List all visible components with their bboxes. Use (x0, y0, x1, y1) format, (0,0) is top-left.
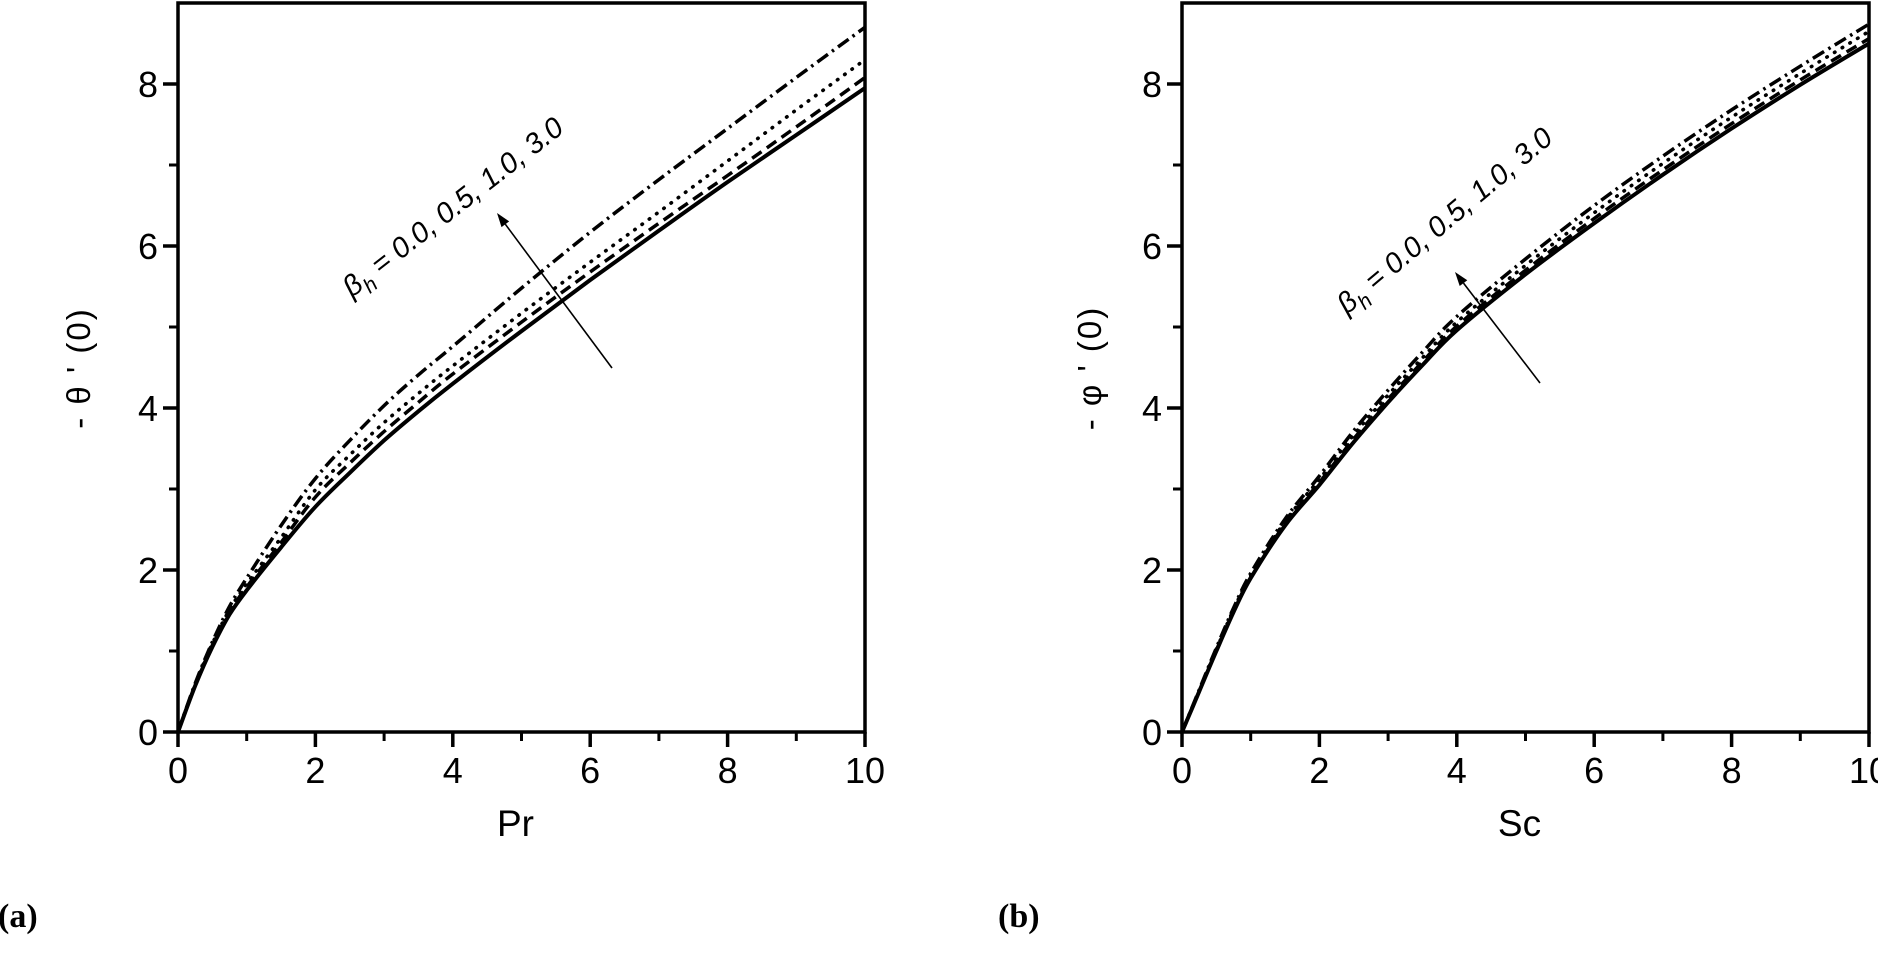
plot-frame (1180, 1, 1871, 734)
series-line-dashdot (176, 25, 867, 733)
plot-frame (176, 1, 867, 734)
x-tick-label: 6 (580, 750, 600, 791)
annotation-arrow-head (1455, 272, 1468, 286)
series-line-dotted (176, 57, 867, 734)
x-axis-label: Pr (497, 803, 534, 844)
y-tick-label: 0 (138, 712, 158, 753)
y-tick-label: 2 (1142, 550, 1162, 591)
x-tick-label: 4 (1447, 750, 1467, 791)
y-tick-label: 4 (1142, 388, 1162, 429)
x-tick-label: 8 (718, 750, 738, 791)
y-axis-label: - θ ' (0) (60, 307, 97, 428)
annotation-arrow-shaft (504, 223, 613, 369)
y-tick-label: 2 (138, 550, 158, 591)
x-tick-label: 10 (1849, 750, 1878, 791)
beta-annotation: βh = 0.0, 0.5, 1.0, 3.0 (1330, 122, 1563, 326)
chart-panel-b: 0 2 4 6 8 10 0 2 4 6 8 Sc - φ ' (0) βh = 0.0, 0.5, 1.… (1071, 1, 1878, 844)
y-axis-label: - φ ' (0) (1071, 306, 1108, 431)
x-tick-label: 0 (1172, 750, 1192, 791)
series-line-dashed (176, 76, 867, 733)
beta-annotation: βh = 0.0, 0.5, 1.0, 3.0 (336, 112, 574, 309)
y-tick-label: 4 (138, 388, 158, 429)
panel-label-a: (a) (0, 898, 38, 935)
annotation-arrow-head (497, 213, 510, 228)
series-line-solid (176, 86, 867, 733)
chart-panel-a: 0 2 4 6 8 10 0 2 4 6 8 Pr - θ ' (0) βh = 0.0, 0.5, 1.… (60, 1, 885, 844)
annotation-arrow-shaft (1462, 282, 1541, 384)
y-tick-label: 6 (138, 226, 158, 267)
x-tick-label: 2 (1309, 750, 1329, 791)
y-tick-label: 0 (1142, 712, 1162, 753)
x-tick-label: 0 (168, 750, 188, 791)
series-line-dotted (1180, 29, 1871, 734)
x-axis-label: Sc (1498, 803, 1541, 844)
x-tick-label: 8 (1722, 750, 1742, 791)
y-tick-label: 8 (1142, 64, 1162, 105)
y-tick-label: 8 (138, 64, 158, 105)
x-tick-label: 2 (305, 750, 325, 791)
x-tick-label: 4 (443, 750, 463, 791)
x-tick-label: 10 (845, 750, 885, 791)
x-tick-label: 6 (1584, 750, 1604, 791)
panel-label-b: (b) (998, 898, 1040, 935)
y-tick-label: 6 (1142, 226, 1162, 267)
series-line-dashdot (1180, 22, 1870, 733)
